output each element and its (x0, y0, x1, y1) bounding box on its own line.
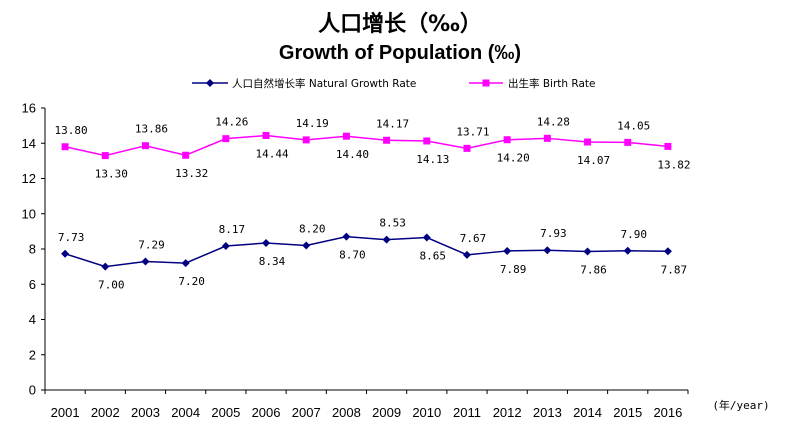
x-tick-label: 2002 (91, 405, 120, 420)
x-tick-label: 2001 (51, 405, 80, 420)
natural-growth-point (503, 246, 512, 255)
birth-rate-data-label: 14.19 (296, 117, 329, 130)
x-tick-label: 2008 (332, 405, 361, 420)
chart-title-en: Growth of Population (‰) (278, 42, 522, 64)
natural-growth-point (623, 246, 632, 255)
birth-rate-data-label: 13.30 (95, 168, 128, 181)
birth-rate-point (222, 135, 230, 143)
series-line-birth-rate (64, 134, 668, 157)
natural-growth-data-label: 7.89 (500, 263, 527, 276)
natural-growth-data-label: 7.93 (540, 227, 567, 240)
y-tick-label: 14 (22, 136, 36, 151)
birth-rate-point (664, 142, 672, 150)
natural-growth-data-label: 7.90 (620, 228, 647, 241)
natural-growth-point (141, 257, 150, 266)
birth-rate-point (543, 134, 551, 142)
natural-growth-point (302, 241, 311, 250)
y-tick-label: 12 (22, 171, 36, 186)
y-tick-label: 8 (29, 242, 36, 257)
x-tick-label: 2014 (573, 405, 602, 420)
x-tick-label: 2006 (252, 405, 281, 420)
natural-growth-data-label: 7.87 (661, 263, 688, 276)
birth-rate-point (584, 138, 592, 146)
birth-rate-data-label: 14.07 (577, 154, 610, 167)
birth-rate-data-label: 14.13 (416, 153, 449, 166)
birth-rate-point (262, 131, 270, 139)
birth-rate-data-label: 14.26 (215, 116, 248, 129)
birth-rate-point (302, 136, 310, 144)
birth-rate-point (61, 143, 69, 151)
birth-rate-point (503, 136, 511, 144)
natural-growth-point (543, 246, 552, 255)
natural-growth-point (221, 242, 230, 251)
natural-growth-point (342, 232, 351, 241)
legend-marker-birth-rate (482, 79, 490, 87)
birth-rate-point (423, 137, 431, 145)
y-tick-label: 2 (29, 347, 36, 362)
x-tick-label: 2005 (211, 405, 240, 420)
natural-growth-data-label: 7.29 (138, 239, 165, 252)
natural-growth-data-label: 8.70 (339, 249, 366, 262)
birth-rate-point (182, 151, 190, 159)
natural-growth-data-label: 8.65 (420, 250, 447, 263)
natural-growth-data-label: 7.86 (580, 263, 607, 276)
natural-growth-data-label: 8.34 (259, 255, 286, 268)
birth-rate-point (101, 152, 109, 160)
natural-growth-point (101, 262, 110, 271)
birth-rate-point (463, 144, 471, 152)
x-tick-label: 2009 (372, 405, 401, 420)
x-tick-label: 2003 (131, 405, 160, 420)
birth-rate-data-label: 14.28 (537, 115, 570, 128)
x-tick-label: 2011 (453, 405, 481, 420)
natural-growth-point (262, 239, 271, 248)
natural-growth-data-label: 8.20 (299, 222, 326, 235)
x-axis-unit: (年/year) (712, 398, 769, 412)
birth-rate-data-label: 13.32 (175, 167, 208, 180)
birth-rate-data-label: 13.82 (657, 158, 690, 171)
birth-rate-data-label: 13.80 (55, 124, 88, 137)
birth-rate-data-label: 14.40 (336, 148, 369, 161)
birth-rate-point (342, 132, 350, 140)
natural-growth-point (382, 235, 391, 244)
legend-marker-natural-growth (206, 79, 214, 87)
natural-growth-data-label: 7.00 (98, 279, 125, 292)
natural-growth-point (422, 233, 431, 242)
natural-growth-data-label: 8.53 (379, 217, 406, 230)
x-tick-label: 2013 (533, 405, 562, 420)
birth-rate-data-label: 14.05 (617, 119, 650, 132)
series-line-natural-growth (64, 235, 668, 268)
x-tick-label: 2004 (171, 405, 200, 420)
natural-growth-data-label: 8.17 (219, 223, 246, 236)
birth-rate-data-label: 13.86 (135, 123, 168, 136)
y-tick-label: 10 (22, 206, 36, 221)
y-tick-label: 4 (29, 312, 36, 327)
x-tick-label: 2007 (292, 405, 321, 420)
x-tick-label: 2016 (653, 405, 682, 420)
birth-rate-point (141, 142, 149, 150)
natural-growth-point (663, 247, 672, 256)
x-tick-label: 2010 (412, 405, 441, 420)
x-tick-label: 2015 (613, 405, 642, 420)
natural-growth-point (462, 250, 471, 259)
y-tick-label: 16 (22, 101, 36, 116)
x-tick-label: 2012 (493, 405, 522, 420)
birth-rate-data-label: 14.44 (255, 147, 288, 160)
natural-growth-data-label: 7.67 (460, 232, 487, 245)
natural-growth-point (583, 247, 592, 256)
birth-rate-point (383, 136, 391, 144)
chart-title-cn: 人口增长（‰） (318, 12, 482, 37)
natural-growth-data-label: 7.20 (178, 275, 205, 288)
birth-rate-data-label: 13.71 (456, 125, 489, 138)
birth-rate-data-label: 14.17 (376, 117, 409, 130)
y-tick-label: 6 (29, 277, 36, 292)
birth-rate-point (624, 138, 632, 146)
legend-label-birth-rate: 出生率 Birth Rate (508, 77, 595, 90)
natural-growth-point (181, 259, 190, 268)
natural-growth-point (61, 249, 70, 258)
y-tick-label: 0 (29, 383, 36, 398)
birth-rate-data-label: 14.20 (497, 152, 530, 165)
natural-growth-data-label: 7.73 (58, 231, 85, 244)
legend-label-natural-growth: 人口自然增长率 Natural Growth Rate (232, 77, 416, 90)
